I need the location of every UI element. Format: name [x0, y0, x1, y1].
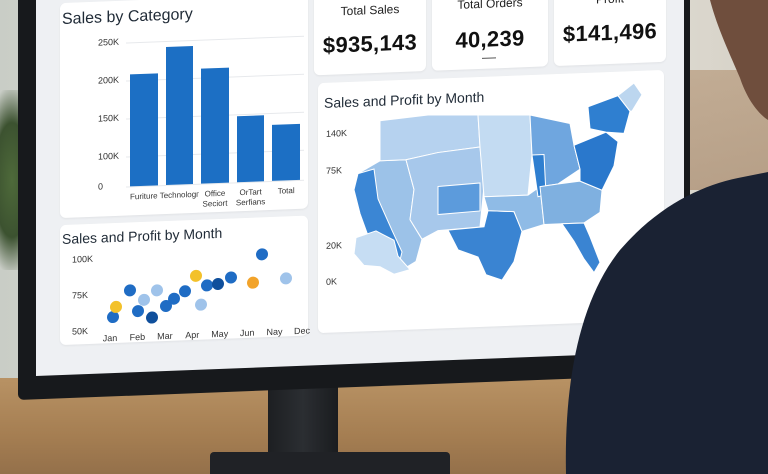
- monitor-stand-base: [210, 452, 450, 474]
- map-region-central: [483, 185, 545, 232]
- scatter-point[interactable]: [247, 276, 260, 289]
- scatter-x-tick-label: Feb: [129, 331, 146, 343]
- bar-2[interactable]: [201, 67, 229, 184]
- scatter-x-tick-label: Nay: [266, 326, 283, 338]
- map-region-florida: [561, 222, 601, 274]
- scatter-x-tick-label: Apr: [185, 329, 200, 341]
- map-region-plains: [477, 114, 533, 198]
- scatter-point[interactable]: [211, 277, 224, 291]
- bar-chart: 250K 200K 150K 100K 0 Furiture Technologг Offic…: [60, 0, 308, 218]
- scatter-point[interactable]: [123, 283, 136, 297]
- scatter-point[interactable]: [280, 272, 293, 285]
- person-silhouette: [565, 0, 768, 474]
- map-region-southeast: [539, 180, 603, 226]
- scatter-chart: 100K 75K 50K Jan Feb Mar Apr May Jun Nay Dec: [60, 216, 310, 346]
- kpi-total-orders-value: 40,239: [455, 25, 525, 53]
- kpi-total-sales-card: Total Sales $935,143: [314, 0, 426, 76]
- scatter-x-tick-label: Mar: [157, 330, 173, 342]
- scatter-point[interactable]: [200, 279, 213, 292]
- scatter-point[interactable]: [137, 293, 150, 306]
- bar-0[interactable]: [129, 72, 158, 187]
- scatter-point[interactable]: [189, 269, 202, 283]
- scatter-point[interactable]: [167, 292, 180, 305]
- person-shoulder: [565, 172, 768, 474]
- kpi-underline: [482, 57, 496, 59]
- map-region-mid-atlantic: [573, 131, 619, 191]
- scatter-point[interactable]: [225, 271, 238, 284]
- scatter-y-tick-label: 50K: [72, 326, 89, 337]
- scatter-point[interactable]: [145, 311, 158, 325]
- kpi-total-sales-label: Total Sales: [340, 2, 400, 19]
- bar-4[interactable]: [272, 123, 301, 181]
- kpi-total-sales-value: $935,143: [322, 29, 418, 58]
- kpi-total-orders-label: Total Orders: [457, 0, 523, 12]
- bar-category-label: Total: [277, 186, 295, 196]
- kpi-total-orders-card: Total Orders 40,239: [432, 0, 548, 71]
- scatter-y-tick-label: 100K: [72, 253, 94, 265]
- bar-y-tick-label: 100K: [98, 150, 120, 162]
- scatter-x-tick-label: Jun: [239, 327, 255, 339]
- monitor-screen: Sales by Category 250K 200K 150K 100K 0 Furit…: [36, 0, 684, 376]
- person-head: [710, 0, 768, 120]
- bar-y-tick-label: 250K: [98, 36, 120, 48]
- scatter-x-tick-label: Dec: [293, 325, 310, 337]
- bar-gridline: [126, 35, 304, 44]
- scatter-point[interactable]: [151, 284, 164, 297]
- scatter-point[interactable]: [178, 284, 191, 298]
- bar-y-tick-label: 150K: [98, 112, 120, 124]
- bar-1[interactable]: [165, 45, 194, 186]
- scatter-y-tick-label: 75K: [72, 290, 89, 301]
- map-region-alaska: [353, 230, 411, 275]
- bar-y-tick-label: 0: [98, 181, 104, 192]
- map-region-texas: [447, 210, 523, 281]
- bar-3[interactable]: [236, 114, 265, 183]
- bar-y-tick-label: 200K: [98, 74, 120, 86]
- scatter-panel: Sales and Profit by Month 100K 75K 50K Jan F…: [60, 215, 310, 346]
- map-region-new-england: [617, 82, 643, 112]
- scatter-point[interactable]: [195, 298, 208, 311]
- us-choropleth-map: [353, 82, 643, 281]
- scatter-x-tick-label: May: [211, 328, 229, 340]
- sales-by-category-panel: Sales by Category 250K 200K 150K 100K 0 Furit…: [60, 0, 308, 219]
- scatter-point[interactable]: [110, 300, 123, 313]
- map-panel: Sales and Profit by Month 140K 75K 20K 0…: [318, 69, 664, 334]
- scatter-x-tick-label: Jan: [102, 332, 118, 344]
- map-region-colorado: [437, 182, 481, 216]
- scatter-point[interactable]: [255, 248, 268, 262]
- scatter-point[interactable]: [132, 305, 145, 318]
